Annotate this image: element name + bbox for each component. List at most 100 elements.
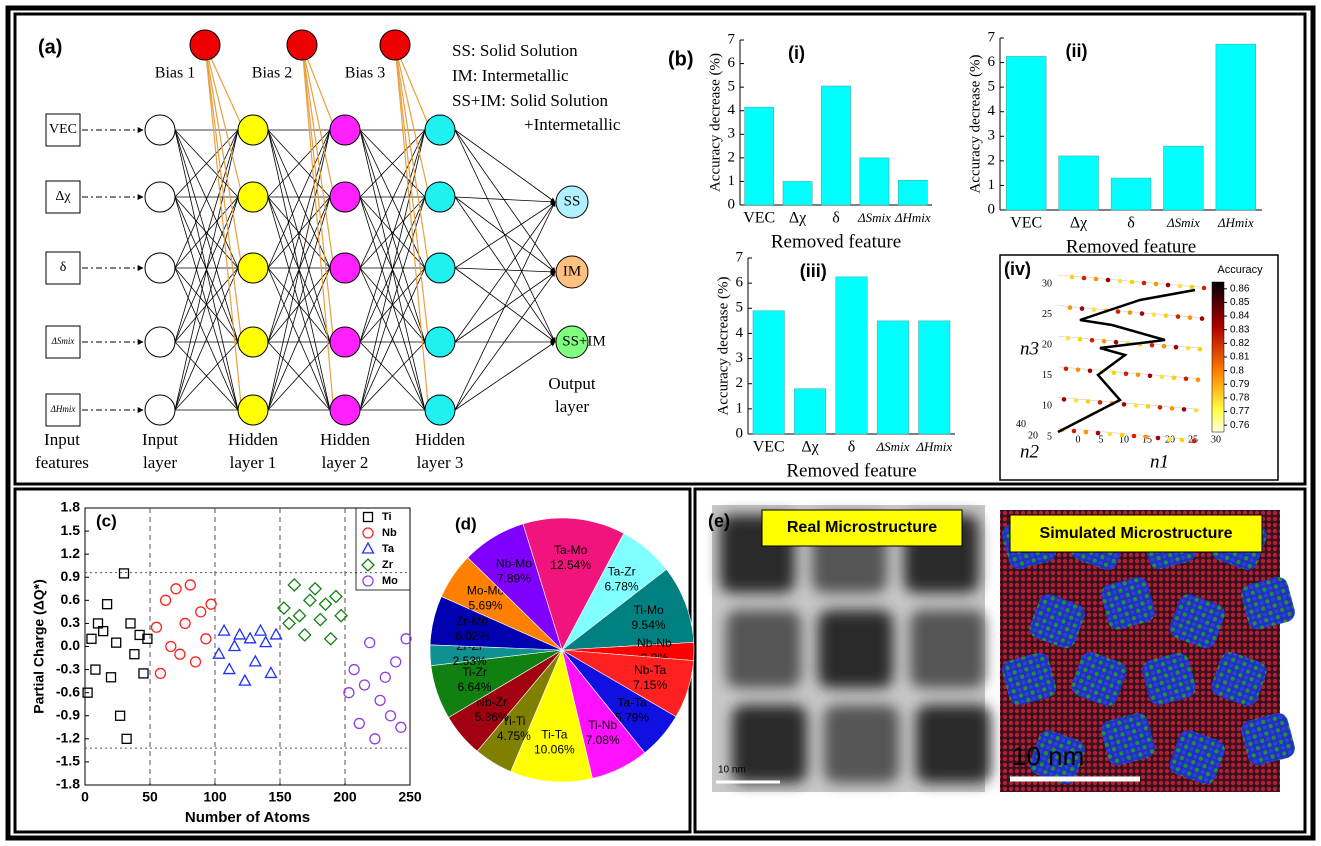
colorbar-label: 0.82 bbox=[1230, 338, 1250, 349]
decor-dot bbox=[1121, 402, 1127, 407]
point bbox=[222, 662, 236, 675]
layer-label: Input bbox=[142, 430, 178, 449]
point bbox=[287, 578, 302, 592]
input-label: ΔSmix bbox=[51, 336, 75, 346]
colorbar-label: 0.76 bbox=[1230, 420, 1250, 431]
point bbox=[129, 649, 140, 660]
decor-dot bbox=[1145, 404, 1151, 409]
y-axis-title: Accuracy decrease (%) bbox=[715, 276, 731, 415]
bias-link bbox=[394, 44, 429, 405]
bar bbox=[859, 157, 890, 206]
y-tick-label: 0 bbox=[988, 201, 996, 217]
slice-value: 5.36% bbox=[475, 710, 509, 724]
bar bbox=[876, 320, 909, 435]
decor-dot bbox=[1127, 310, 1133, 315]
point bbox=[111, 637, 122, 648]
x-tick-label: 15 bbox=[1142, 434, 1152, 445]
x-tick-label: VEC bbox=[1010, 215, 1042, 232]
bar bbox=[1058, 155, 1099, 211]
link bbox=[174, 129, 239, 343]
node bbox=[424, 252, 456, 284]
point bbox=[297, 628, 312, 642]
y-axis-title: Accuracy decrease (%) bbox=[967, 54, 983, 193]
link bbox=[174, 196, 239, 411]
link bbox=[174, 267, 239, 411]
x-tick-label: ΔHmix bbox=[894, 210, 931, 225]
bias-link bbox=[301, 44, 334, 192]
point bbox=[276, 601, 291, 615]
z-tick-label: 25 bbox=[1042, 309, 1052, 320]
legend-marker bbox=[361, 558, 375, 572]
grain bbox=[1101, 713, 1155, 766]
link bbox=[359, 129, 426, 411]
decor-dot bbox=[1157, 405, 1163, 410]
decor-dot bbox=[1119, 432, 1125, 438]
decor-dot bbox=[1115, 309, 1121, 314]
link bbox=[174, 129, 239, 198]
decor-dot bbox=[1141, 280, 1147, 286]
y-tick-label: 40 bbox=[1016, 419, 1026, 430]
y-tick-label: 6 bbox=[728, 55, 736, 71]
x-tick-label: VEC bbox=[753, 439, 785, 456]
y-tick-label: 3 bbox=[736, 350, 744, 366]
point bbox=[379, 671, 391, 683]
y-tick-label: 4 bbox=[988, 103, 996, 119]
legend-text: +Intermetallic bbox=[524, 115, 621, 134]
point bbox=[165, 640, 177, 653]
colorbar-label: 0.79 bbox=[1230, 379, 1250, 390]
input-box bbox=[45, 393, 81, 427]
node bbox=[237, 114, 269, 146]
node bbox=[329, 181, 361, 213]
link bbox=[174, 196, 239, 269]
decor-dot bbox=[1165, 282, 1171, 288]
z-tick-label: 15 bbox=[1042, 370, 1052, 381]
node bbox=[424, 394, 456, 426]
point bbox=[205, 598, 217, 610]
grain bbox=[1029, 594, 1085, 649]
bias-link bbox=[394, 44, 429, 263]
z-tick-label: 5 bbox=[1047, 431, 1052, 442]
x-axis-title: Removed feature bbox=[771, 231, 901, 252]
grain bbox=[910, 610, 985, 688]
decor-dot bbox=[1091, 307, 1097, 312]
node bbox=[144, 181, 176, 213]
layer-label: Output bbox=[548, 374, 596, 393]
output-label: SS bbox=[564, 193, 581, 209]
node bbox=[144, 252, 176, 284]
input-box bbox=[45, 325, 81, 359]
bias-node bbox=[379, 29, 411, 61]
bar bbox=[782, 181, 813, 206]
y-tick-label: -1.2 bbox=[56, 730, 80, 746]
legend-text: IM: Intermetallic bbox=[452, 66, 569, 85]
decor-dot bbox=[1191, 438, 1197, 444]
y-tick-label: 1 bbox=[728, 173, 736, 189]
y-tick-label: -0.6 bbox=[56, 683, 80, 699]
slice-value: 7.08% bbox=[586, 733, 620, 747]
y-tick-label: 6 bbox=[988, 54, 996, 70]
bar bbox=[1215, 43, 1256, 211]
pie-slice bbox=[561, 568, 695, 651]
x-tick-label: 200 bbox=[333, 789, 357, 805]
grain bbox=[1241, 713, 1295, 766]
link bbox=[454, 201, 556, 269]
decor-dot bbox=[1107, 431, 1113, 437]
point bbox=[395, 721, 407, 733]
layer-label: layer 1 bbox=[230, 453, 277, 472]
slice-value: 10.06% bbox=[534, 742, 575, 756]
layer-label: layer bbox=[143, 453, 177, 472]
layer-label: Hidden bbox=[320, 430, 371, 449]
point bbox=[358, 679, 371, 691]
colorbar-label: 0.83 bbox=[1230, 324, 1250, 335]
node bbox=[237, 252, 269, 284]
decor-dot bbox=[1153, 281, 1159, 287]
path-line bbox=[1057, 288, 1196, 434]
input-box bbox=[45, 251, 81, 285]
x-tick-label: δ bbox=[848, 439, 856, 456]
x-tick-label: δ bbox=[1127, 215, 1135, 232]
y-tick-label: 5 bbox=[728, 79, 736, 95]
x-tick-label: ΔSmix bbox=[875, 439, 909, 454]
slice-value: 5.69% bbox=[469, 598, 503, 612]
point bbox=[98, 625, 109, 637]
input-box bbox=[45, 180, 81, 214]
